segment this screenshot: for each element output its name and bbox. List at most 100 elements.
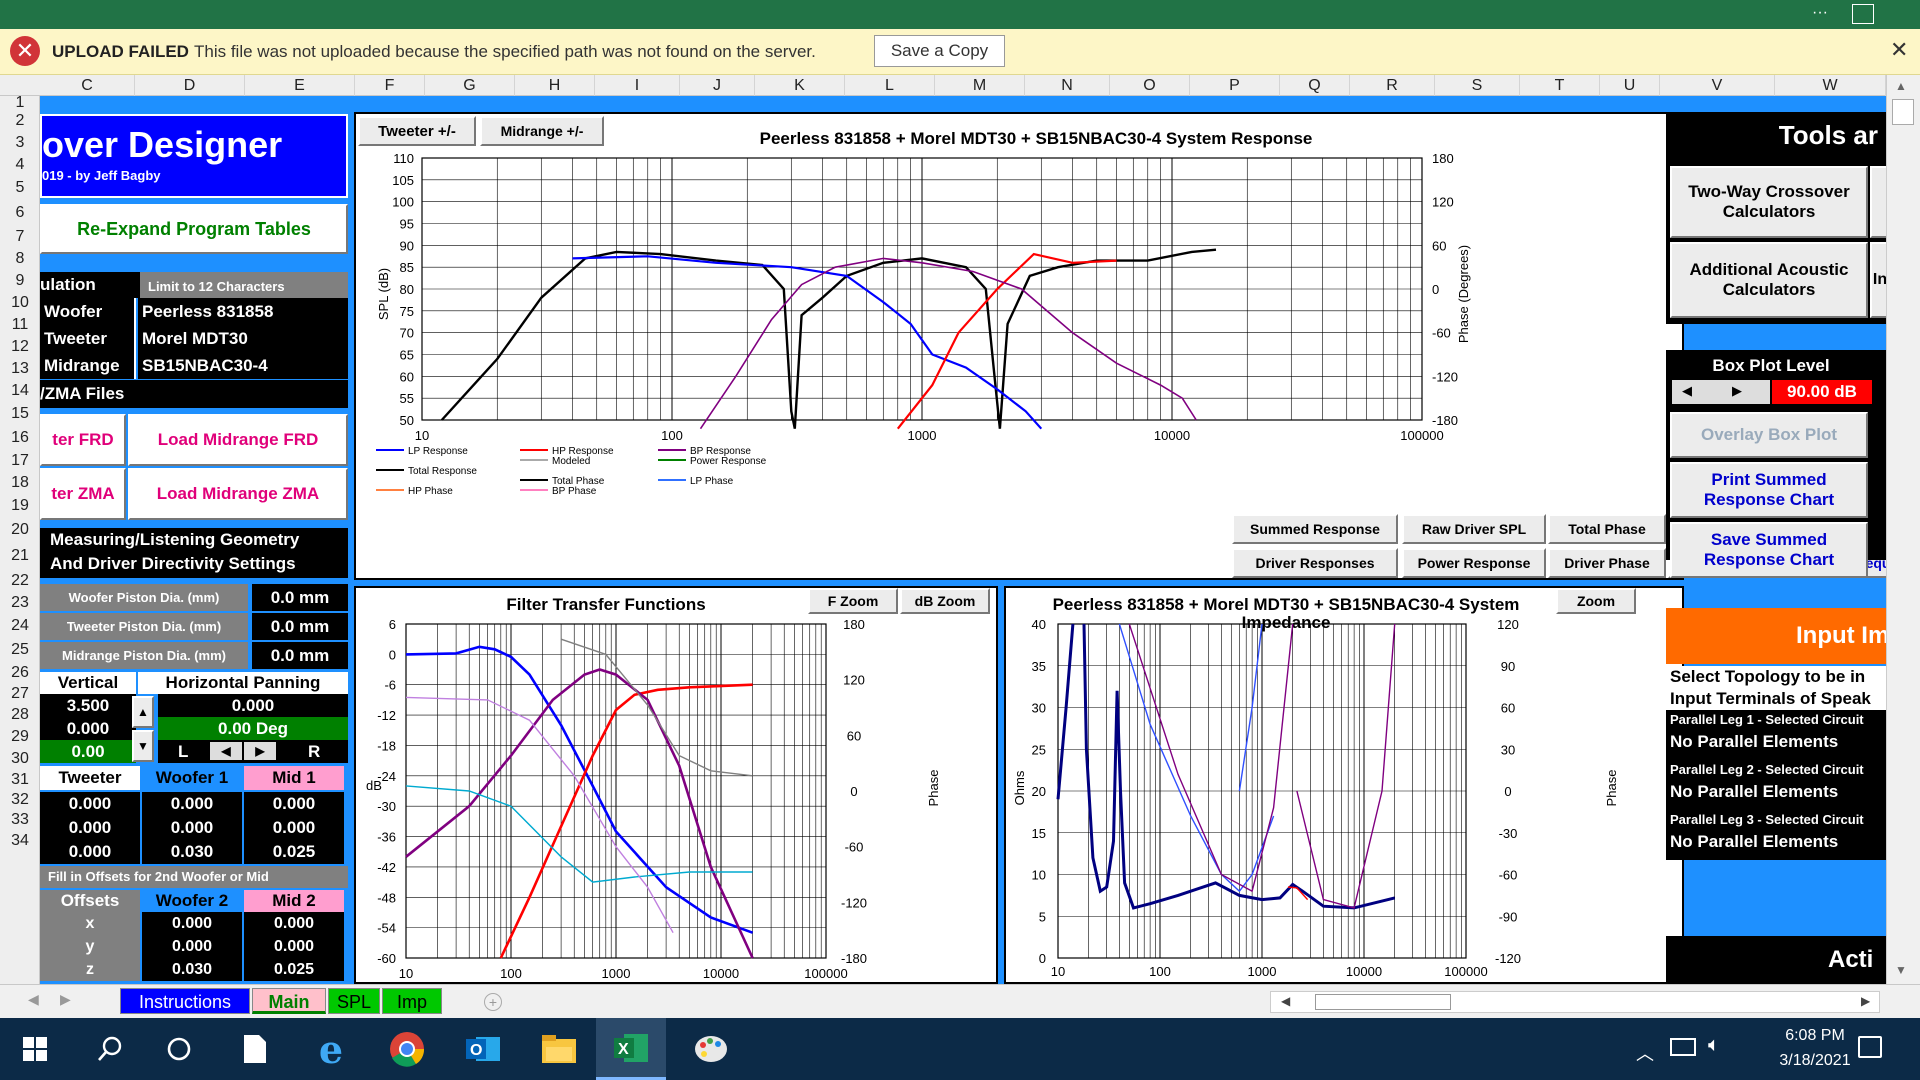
- impedance-zoom-button[interactable]: Zoom: [1556, 588, 1636, 614]
- parallel-leg-value[interactable]: No Parallel Elements: [1670, 782, 1839, 801]
- row-header[interactable]: 28: [11, 706, 29, 723]
- spl-chart-button[interactable]: Driver Responses: [1232, 548, 1398, 578]
- offset-value[interactable]: 0.000: [40, 840, 140, 864]
- tab-main[interactable]: Main: [252, 988, 326, 1014]
- row-header[interactable]: 30: [11, 750, 29, 767]
- row-header[interactable]: 20: [11, 521, 29, 538]
- offset-value[interactable]: 0.025: [244, 840, 344, 864]
- paint-icon[interactable]: [688, 1026, 734, 1072]
- row-header[interactable]: 19: [11, 497, 29, 514]
- tools-button-partial-2[interactable]: In: [1870, 242, 1886, 318]
- column-header[interactable]: I: [595, 75, 680, 96]
- spl-chart-button[interactable]: Summed Response: [1232, 514, 1398, 544]
- offset2-value[interactable]: 0.030: [142, 958, 242, 981]
- row-header[interactable]: 7: [15, 228, 25, 245]
- save-summed-button[interactable]: Save Summed Response Chart: [1670, 522, 1868, 578]
- vertical-value-3[interactable]: 0.00: [40, 740, 136, 763]
- scroll-right-icon[interactable]: ▶: [1861, 994, 1871, 1008]
- row-header[interactable]: 29: [11, 728, 29, 745]
- row-header[interactable]: 15: [11, 405, 29, 422]
- piston-value[interactable]: 0.0 mm: [252, 613, 348, 640]
- windows-start-icon[interactable]: [12, 1026, 58, 1072]
- tab-instructions[interactable]: Instructions: [120, 988, 250, 1014]
- column-header[interactable]: D: [135, 75, 245, 96]
- chrome-icon[interactable]: [384, 1026, 430, 1072]
- offset2-value[interactable]: 0.000: [244, 912, 344, 935]
- column-header[interactable]: C: [40, 75, 135, 96]
- row-header[interactable]: 13: [11, 360, 29, 377]
- row-header[interactable]: 2: [15, 112, 25, 129]
- vertical-scrollbar[interactable]: ▲ ▼: [1886, 75, 1920, 984]
- parallel-leg-value[interactable]: No Parallel Elements: [1670, 832, 1839, 851]
- box-level-up-icon[interactable]: ▶: [1732, 383, 1742, 398]
- offset-value[interactable]: 0.000: [244, 816, 344, 840]
- search-icon[interactable]: [86, 1026, 132, 1072]
- close-icon[interactable]: ✕: [1890, 37, 1909, 62]
- column-header[interactable]: N: [1025, 75, 1110, 96]
- clock-date[interactable]: 3/18/2021: [1779, 1052, 1851, 1069]
- column-header[interactable]: G: [425, 75, 515, 96]
- file-explorer-icon[interactable]: [536, 1026, 582, 1072]
- piston-value[interactable]: 0.0 mm: [252, 584, 348, 611]
- column-header[interactable]: H: [515, 75, 595, 96]
- add-sheet-icon[interactable]: +: [484, 993, 502, 1011]
- row-header[interactable]: 12: [11, 338, 29, 355]
- scroll-thumb[interactable]: [1892, 99, 1914, 125]
- tab-imp[interactable]: Imp: [382, 988, 442, 1014]
- column-header[interactable]: E: [245, 75, 355, 96]
- cortana-icon[interactable]: [156, 1026, 202, 1072]
- column-header[interactable]: P: [1190, 75, 1280, 96]
- vertical-value-2[interactable]: 0.000: [40, 717, 136, 740]
- row-header[interactable]: 6: [15, 204, 25, 221]
- column-header[interactable]: T: [1520, 75, 1600, 96]
- box-plot-level-value[interactable]: 90.00 dB: [1772, 380, 1872, 404]
- row-header[interactable]: 4: [15, 156, 25, 173]
- clock-time[interactable]: 6:08 PM: [1785, 1027, 1845, 1044]
- horizontal-scroll-thumb[interactable]: [1315, 994, 1451, 1010]
- column-header[interactable]: R: [1350, 75, 1435, 96]
- offset-value[interactable]: 0.000: [142, 816, 242, 840]
- offset2-value[interactable]: 0.000: [244, 935, 344, 958]
- outlook-icon[interactable]: O: [460, 1026, 506, 1072]
- tools-button-partial-1[interactable]: [1870, 166, 1886, 238]
- row-header[interactable]: 5: [15, 179, 25, 196]
- row-header[interactable]: 33: [11, 811, 29, 828]
- overlay-box-plot-button[interactable]: Overlay Box Plot: [1670, 412, 1868, 458]
- scroll-down-arrow-icon[interactable]: ▼: [1895, 963, 1907, 977]
- row-header[interactable]: 16: [11, 429, 29, 446]
- excel-taskbar-button[interactable]: X: [596, 1018, 666, 1080]
- notifications-icon[interactable]: [1858, 1036, 1882, 1058]
- save-copy-button[interactable]: Save a Copy: [874, 35, 1005, 67]
- driver-name-input[interactable]: SB15NBAC30-4: [138, 352, 348, 379]
- internet-explorer-icon[interactable]: e: [318, 1026, 344, 1072]
- pan-right-icon[interactable]: ▶: [244, 742, 276, 760]
- volume-icon[interactable]: 🔈︎: [1708, 1034, 1720, 1056]
- row-header[interactable]: 23: [11, 594, 29, 611]
- row-header[interactable]: 34: [11, 832, 29, 849]
- offset-value[interactable]: 0.000: [244, 792, 344, 816]
- row-header[interactable]: 3: [15, 134, 25, 151]
- row-header[interactable]: 21: [11, 547, 29, 564]
- db-zoom-button[interactable]: dB Zoom: [900, 588, 990, 614]
- offset-value[interactable]: 0.000: [142, 792, 242, 816]
- network-icon[interactable]: [1670, 1038, 1696, 1056]
- column-header[interactable]: U: [1600, 75, 1660, 96]
- column-header[interactable]: F: [355, 75, 425, 96]
- piston-value[interactable]: 0.0 mm: [252, 642, 348, 669]
- column-header[interactable]: K: [755, 75, 845, 96]
- column-header[interactable]: J: [680, 75, 755, 96]
- scroll-down-icon[interactable]: ▼: [132, 730, 154, 762]
- load-tweeter-zma-button[interactable]: ter ZMA: [40, 468, 126, 520]
- scroll-up-icon[interactable]: ▲: [132, 696, 154, 728]
- spl-chart-button[interactable]: Total Phase: [1548, 514, 1666, 544]
- additional-acoustic-button[interactable]: Additional Acoustic Calculators: [1670, 242, 1868, 318]
- load-midrange-zma-button[interactable]: Load Midrange ZMA: [128, 468, 348, 520]
- next-sheet-icon[interactable]: ▶: [60, 991, 71, 1007]
- horizontal-scrollbar[interactable]: ◀ ▶: [1270, 991, 1880, 1013]
- row-header[interactable]: 1: [15, 94, 25, 111]
- spl-chart-button[interactable]: Power Response: [1402, 548, 1546, 578]
- driver-name-input[interactable]: Morel MDT30: [138, 325, 348, 352]
- row-header[interactable]: 9: [15, 272, 25, 289]
- horizontal-value[interactable]: 0.000: [158, 694, 348, 717]
- row-header[interactable]: 32: [11, 791, 29, 808]
